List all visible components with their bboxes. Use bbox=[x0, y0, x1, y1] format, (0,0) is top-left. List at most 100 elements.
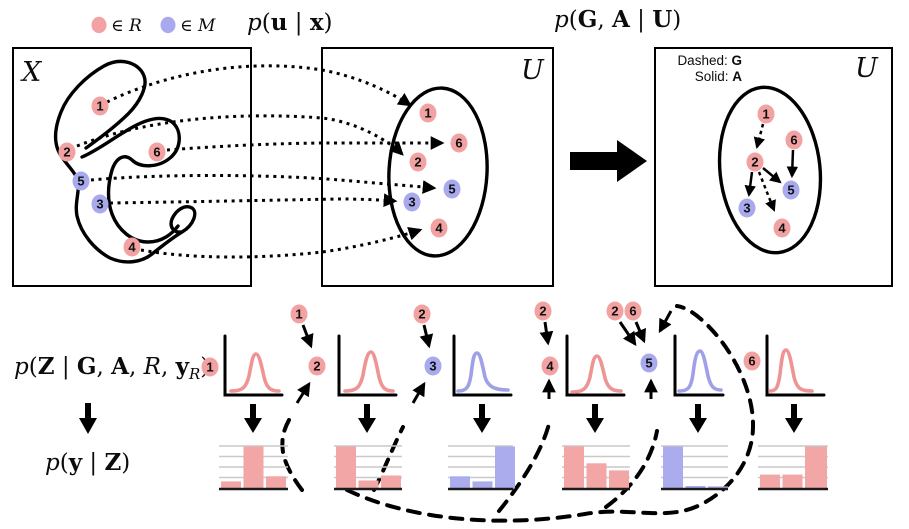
mapping-arrows bbox=[76, 64, 445, 259]
node-u-3: 3 bbox=[403, 192, 421, 212]
down-arrow-icon bbox=[785, 404, 803, 433]
hist-bar bbox=[663, 446, 683, 489]
node-col6-6: 6 bbox=[743, 351, 761, 371]
svg-text:6: 6 bbox=[748, 354, 755, 369]
panel-u-label: U bbox=[521, 55, 545, 86]
hist-bar bbox=[450, 476, 470, 489]
svg-text:5: 5 bbox=[645, 356, 652, 371]
down-arrow-icon bbox=[244, 404, 262, 433]
svg-text:2: 2 bbox=[751, 155, 758, 170]
hist-bar bbox=[586, 463, 607, 489]
node-g-5: 5 bbox=[782, 180, 800, 200]
set-legend: ∈ R ∈ M bbox=[91, 16, 216, 36]
hist-bar bbox=[782, 474, 803, 489]
hist-bar bbox=[381, 475, 401, 489]
x-manifold-outline bbox=[53, 59, 197, 264]
plot-axes bbox=[673, 334, 725, 397]
svg-text:3: 3 bbox=[743, 201, 750, 216]
svg-text:1: 1 bbox=[762, 107, 769, 122]
node-col4-4: 4 bbox=[541, 356, 559, 376]
node-x-2: 2 bbox=[58, 142, 76, 162]
node-col2-2: 2 bbox=[308, 356, 326, 376]
panel-u-box bbox=[321, 47, 554, 287]
hist-bar bbox=[358, 480, 379, 489]
svg-text:6: 6 bbox=[790, 133, 797, 148]
plot-axes bbox=[337, 334, 398, 397]
node-g-1: 1 bbox=[757, 104, 775, 124]
dashed-loop-to-5 bbox=[345, 304, 756, 523]
svg-text:2: 2 bbox=[418, 307, 425, 322]
map-arrow-6 bbox=[166, 136, 445, 152]
node-u-6: 6 bbox=[450, 133, 468, 153]
column-4: 2 4 bbox=[534, 301, 630, 491]
svg-text:4: 4 bbox=[778, 221, 786, 236]
svg-text:1: 1 bbox=[424, 106, 431, 121]
hist-bar bbox=[266, 476, 286, 489]
node-u-4: 4 bbox=[430, 218, 448, 238]
svg-text:1: 1 bbox=[295, 307, 302, 322]
parent-arrow-2-4 bbox=[539, 321, 554, 346]
node-col4-parent-2: 2 bbox=[534, 301, 552, 321]
node-x-4: 4 bbox=[123, 237, 141, 257]
column-5: 2 6 5 bbox=[606, 301, 728, 491]
hist-bar bbox=[221, 481, 241, 489]
node-col5-parent-6: 6 bbox=[624, 301, 642, 321]
svg-text:6: 6 bbox=[153, 145, 160, 160]
r-set-dot-icon bbox=[91, 16, 107, 34]
svg-text:3: 3 bbox=[96, 197, 103, 212]
svg-text:6: 6 bbox=[455, 136, 462, 151]
dashed-branch-to-2 bbox=[280, 418, 304, 492]
formula-p-u-x: p(u | x) bbox=[247, 9, 333, 36]
svg-text:4: 4 bbox=[128, 240, 136, 255]
up-arrow-to-2 bbox=[295, 381, 311, 404]
plot-axes bbox=[452, 334, 513, 397]
svg-text:2: 2 bbox=[313, 359, 320, 374]
g-set-ellipse bbox=[717, 85, 823, 255]
up-arrow-to-3 bbox=[411, 381, 426, 404]
hist-bar bbox=[336, 446, 356, 489]
svg-text:3: 3 bbox=[408, 195, 415, 210]
formula-p-z: p(Z | G, A, R, yR) bbox=[14, 353, 209, 383]
hist-bar bbox=[243, 446, 264, 489]
node-u-2: 2 bbox=[409, 152, 427, 172]
formula-down-arrow-icon bbox=[79, 403, 97, 434]
node-col2-parent-1: 1 bbox=[290, 304, 308, 324]
svg-text:1: 1 bbox=[206, 360, 213, 375]
node-g-4: 4 bbox=[773, 218, 791, 238]
parent-arrow-2-3 bbox=[419, 324, 434, 349]
dashed-loop-arrowhead-5 bbox=[658, 310, 673, 334]
node-col5-5: 5 bbox=[640, 353, 658, 373]
node-u-5: 5 bbox=[443, 179, 461, 199]
u-set-ellipse bbox=[387, 86, 489, 258]
svg-text:2: 2 bbox=[63, 145, 70, 160]
svg-text:2: 2 bbox=[539, 304, 546, 319]
density-curve-blue bbox=[677, 349, 723, 393]
panel-x-nodes: 1 2 6 5 3 4 bbox=[58, 96, 166, 257]
parent-arrow-2-5 bbox=[618, 321, 637, 347]
hist-bar bbox=[472, 481, 493, 489]
legend-label-r: ∈ R bbox=[111, 16, 142, 36]
node-x-3: 3 bbox=[91, 194, 109, 214]
plot-axes bbox=[765, 334, 826, 397]
node-col3-parent-2: 2 bbox=[413, 304, 431, 324]
svg-text:4: 4 bbox=[546, 359, 554, 374]
node-u-1: 1 bbox=[419, 103, 437, 123]
svg-text:2: 2 bbox=[611, 304, 618, 319]
plot-axes bbox=[223, 334, 284, 397]
density-curve-pink bbox=[229, 352, 281, 393]
svg-text:5: 5 bbox=[448, 182, 455, 197]
down-arrow-icon bbox=[358, 404, 376, 433]
svg-text:5: 5 bbox=[77, 174, 84, 189]
hist-bar bbox=[609, 470, 629, 489]
node-g-3: 3 bbox=[738, 198, 756, 218]
panel-x-label: X bbox=[20, 57, 43, 88]
node-x-5: 5 bbox=[72, 171, 90, 191]
g-graph-edges bbox=[744, 123, 799, 212]
node-g-2: 2 bbox=[746, 152, 764, 172]
hist-bar bbox=[708, 486, 728, 489]
panel-u-nodes: 1 6 2 5 3 4 bbox=[403, 103, 468, 238]
legend-label-m: ∈ M bbox=[180, 16, 216, 36]
svg-text:5: 5 bbox=[787, 183, 794, 198]
